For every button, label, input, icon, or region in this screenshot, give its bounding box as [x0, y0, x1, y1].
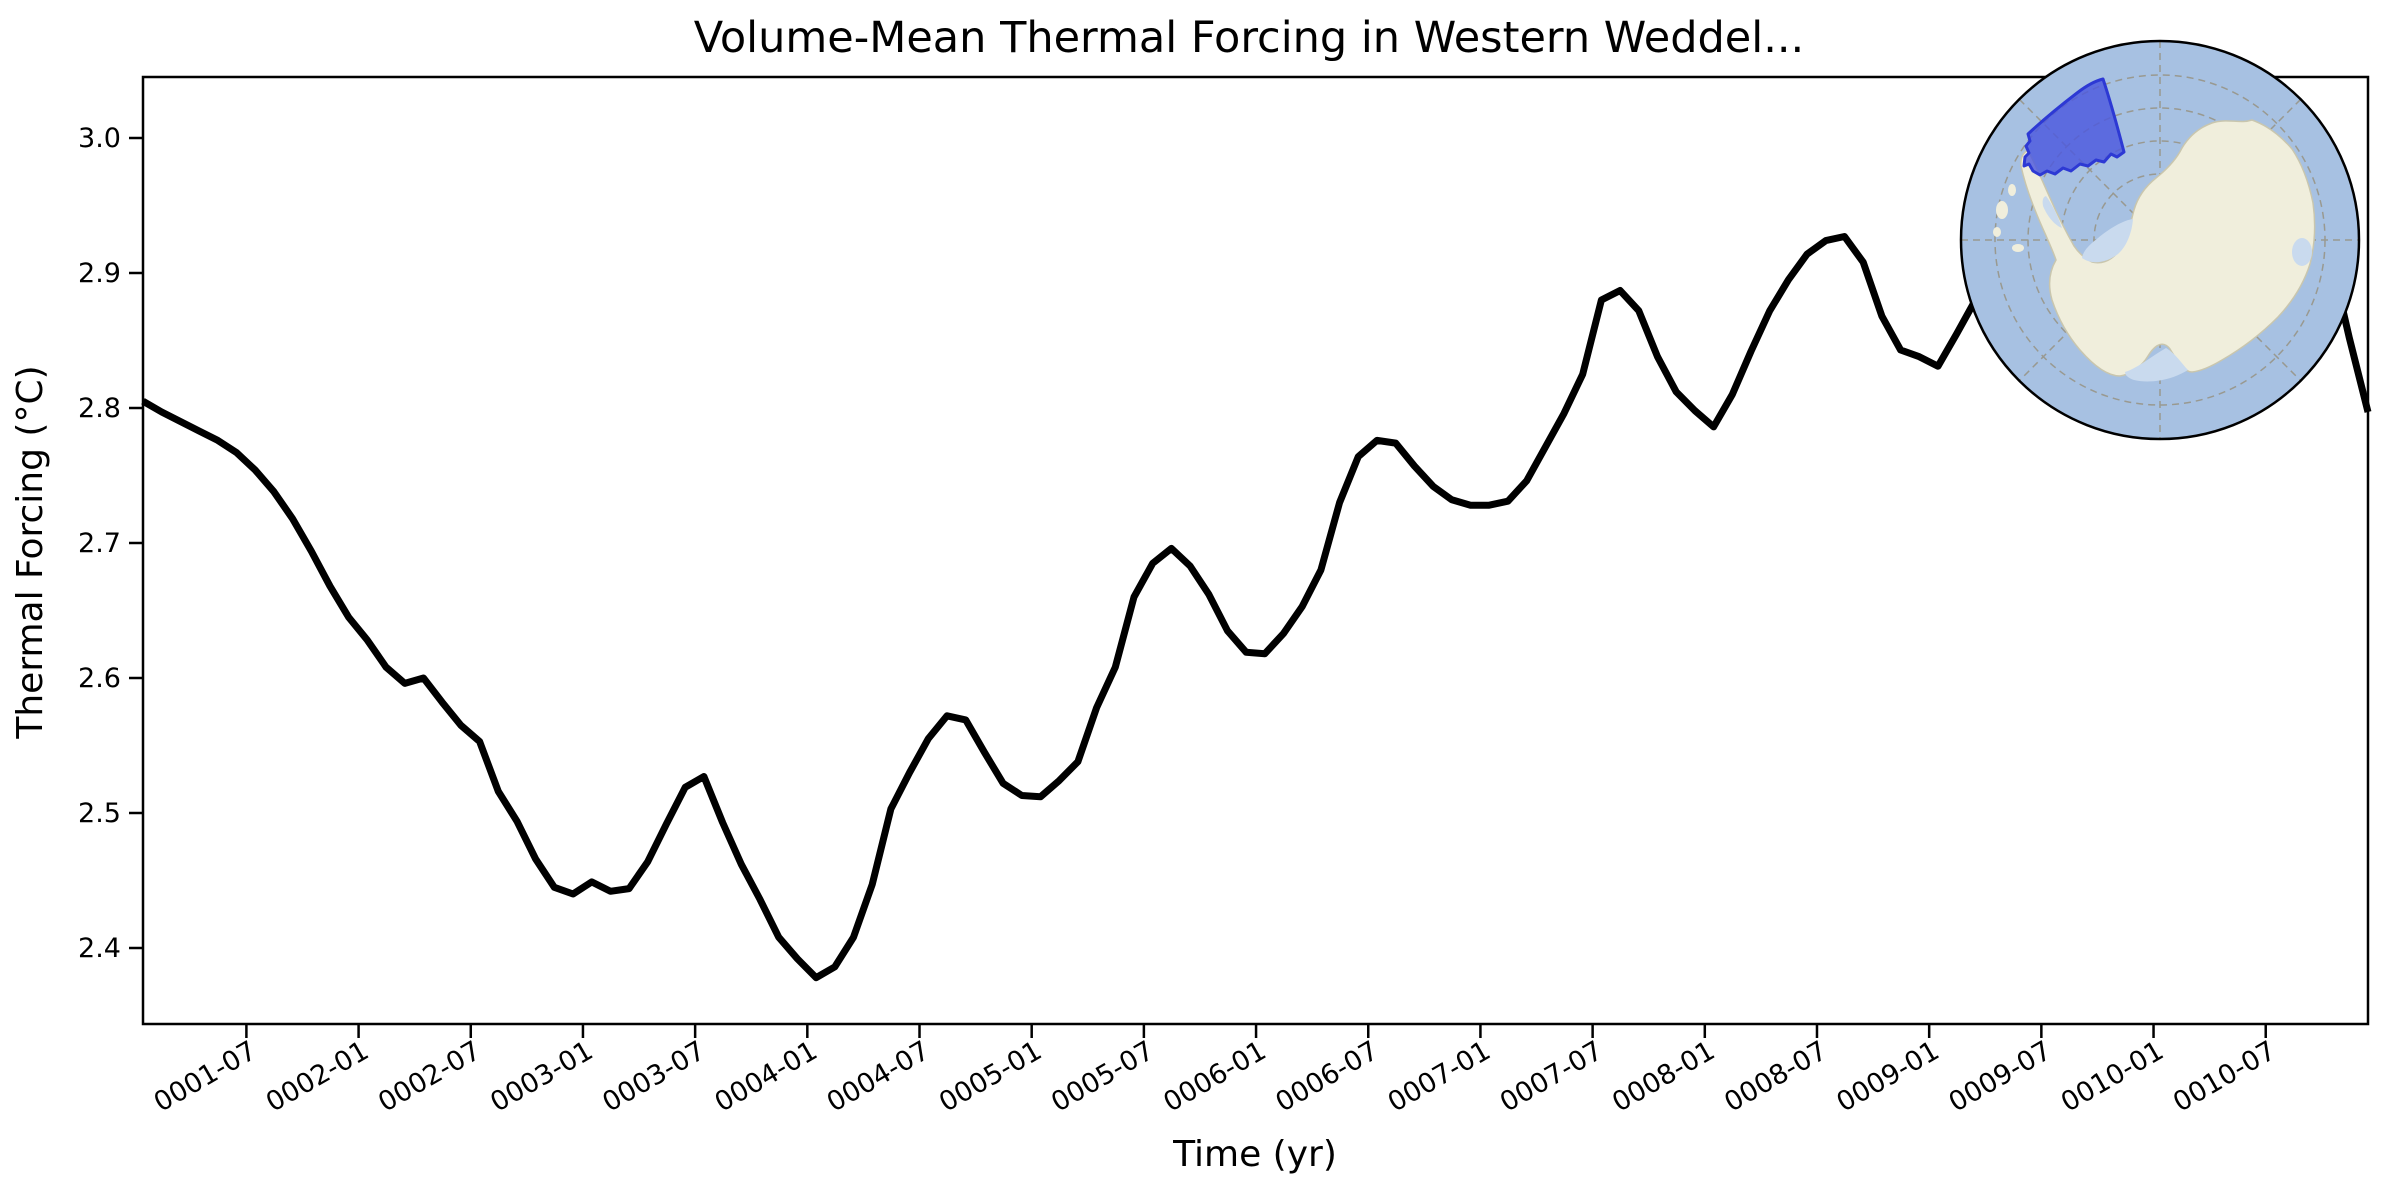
y-tick-label: 2.8	[78, 393, 121, 424]
larsen-ice-shelf	[2042, 196, 2062, 228]
y-tick-label: 2.5	[78, 798, 121, 829]
x-tick-label: 0006-01	[1158, 1035, 1271, 1118]
y-tick-label: 2.6	[78, 663, 121, 694]
island	[1996, 201, 2008, 219]
y-tick-label: 2.7	[78, 528, 121, 559]
x-tick-label: 0007-07	[1495, 1035, 1608, 1118]
ross-ice-shelf	[2125, 348, 2188, 382]
x-tick-label: 0001-07	[149, 1035, 262, 1118]
ronne-ice-shelf	[2082, 219, 2133, 263]
x-tick-label: 0002-07	[373, 1035, 486, 1118]
amery-ice-shelf	[2292, 238, 2312, 266]
antarctica-inset-map	[1959, 39, 2361, 441]
x-tick-label: 0008-01	[1607, 1035, 1720, 1118]
axes-frame	[141, 75, 2370, 1026]
x-tick-label: 0003-01	[485, 1035, 598, 1118]
y-tick-label: 2.4	[78, 933, 121, 964]
y-axis-label: Thermal Forcing (°C)	[10, 365, 51, 739]
x-tick-label: 0010-01	[2056, 1035, 2169, 1118]
y-axis-ticks: 2.4 2.5 2.6 2.7 2.8 2.9 3.0	[78, 123, 143, 964]
x-tick-label: 0009-07	[1944, 1035, 2057, 1118]
island	[1993, 227, 2001, 237]
chart-title: Volume-Mean Thermal Forcing in Western W…	[694, 13, 1804, 63]
x-tick-label: 0004-07	[822, 1035, 935, 1118]
x-tick-label: 0007-01	[1383, 1035, 1496, 1118]
x-tick-label: 0008-07	[1719, 1035, 1832, 1118]
x-tick-label: 0010-07	[2168, 1035, 2281, 1118]
x-tick-label: 0003-07	[597, 1035, 710, 1118]
x-tick-label: 0005-07	[1046, 1035, 1159, 1118]
x-tick-label: 0006-07	[1271, 1035, 1384, 1118]
map-rim	[1959, 39, 2361, 441]
x-tick-label: 0005-01	[934, 1035, 1047, 1118]
western-weddell-highlight	[2022, 77, 2126, 177]
y-tick-label: 3.0	[78, 123, 121, 154]
y-tick-label: 2.9	[78, 258, 121, 289]
x-axis-label: Time (yr)	[1172, 1134, 1337, 1175]
x-tick-label: 0002-01	[261, 1035, 374, 1118]
x-axis-ticks: 0001-070002-010002-070003-010003-070004-…	[149, 1024, 2281, 1118]
island	[2012, 244, 2024, 252]
island	[2008, 184, 2016, 196]
x-tick-label: 0004-01	[710, 1035, 823, 1118]
x-tick-label: 0009-01	[1831, 1035, 1944, 1118]
